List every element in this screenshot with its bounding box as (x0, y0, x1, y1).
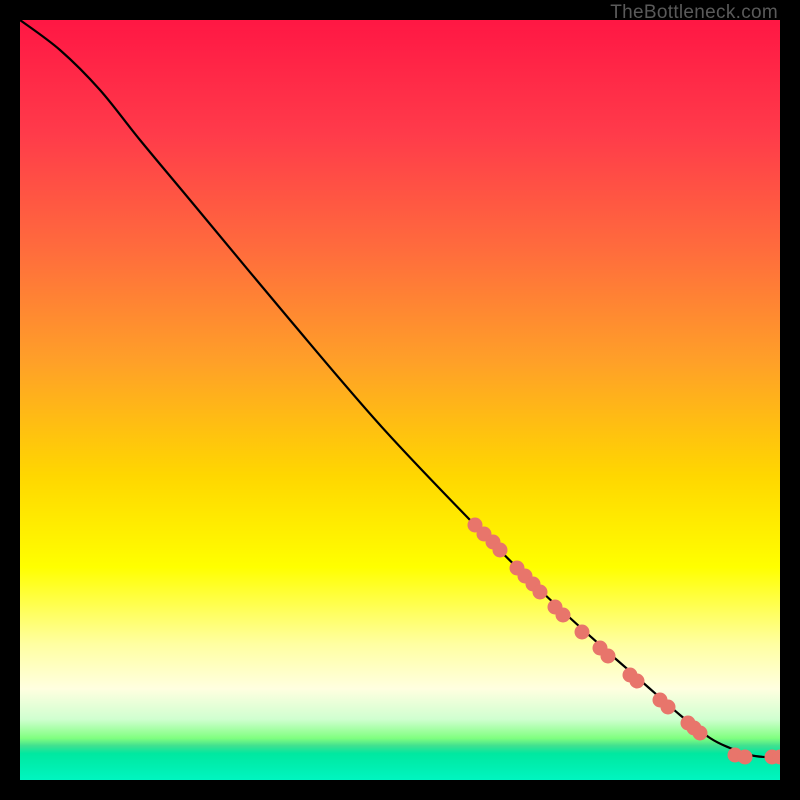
data-marker (575, 625, 590, 640)
data-marker (556, 608, 571, 623)
data-marker (601, 649, 616, 664)
credit-text: TheBottleneck.com (610, 2, 778, 24)
data-marker (493, 543, 508, 558)
data-marker (630, 674, 645, 689)
data-marker (661, 700, 676, 715)
data-marker (533, 585, 548, 600)
chart-container (20, 20, 780, 780)
curve-layer (20, 20, 780, 780)
data-markers (468, 518, 781, 765)
data-marker (693, 726, 708, 741)
bottleneck-curve (20, 20, 780, 757)
data-marker (738, 750, 753, 765)
